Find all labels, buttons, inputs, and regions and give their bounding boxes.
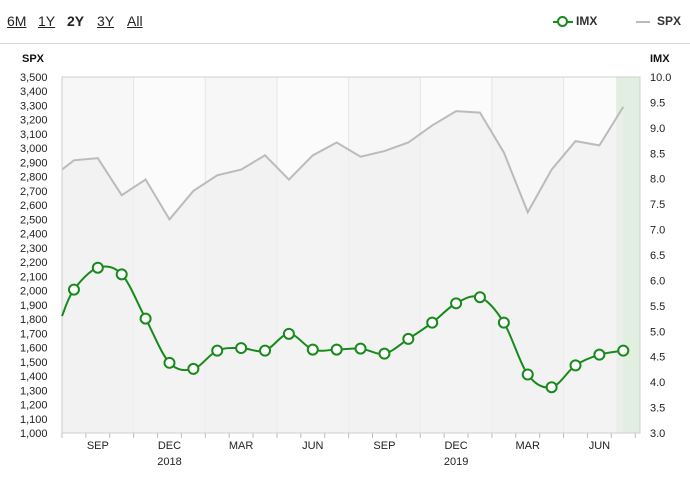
x-axis-tick-label: MAR <box>229 440 254 452</box>
left-axis-tick-label: 2,000 <box>20 286 48 298</box>
left-axis-tick-label: 1,100 <box>20 414 48 426</box>
right-axis-tick-label: 10.0 <box>650 72 671 84</box>
legend-spx-label[interactable]: SPX <box>657 14 682 28</box>
right-axis-tick-label: 5.5 <box>650 301 665 313</box>
left-axis-title: SPX <box>22 53 45 65</box>
plot-border <box>61 76 641 434</box>
right-axis-tick-label: 6.5 <box>650 250 665 262</box>
imx-data-point <box>402 332 415 345</box>
legend-spx-line-icon <box>636 21 650 23</box>
range-6m-button[interactable]: 6M <box>7 13 27 29</box>
range-2y-button[interactable]: 2Y <box>67 13 85 29</box>
chart-area: SPX IMX 1,000 1,100 1,200 1,300 1,400 1,500 1,… <box>20 53 671 468</box>
x-axis-tick-label: MAR <box>516 440 541 452</box>
range-all-button[interactable]: All <box>127 13 143 29</box>
imx-data-point <box>163 356 176 369</box>
left-axis-tick-label: 3,200 <box>20 115 48 127</box>
left-axis-tick-label: 3,000 <box>20 143 48 155</box>
x-axis-tick-label: JUN <box>302 440 323 452</box>
right-axis-tick-label: 6.0 <box>650 275 665 287</box>
right-axis-tick-label: 9.0 <box>650 123 665 135</box>
imx-data-point <box>354 342 367 355</box>
left-axis-tick-label: 2,100 <box>20 271 48 283</box>
x-axis-tick-label: DEC <box>444 440 467 452</box>
x-axis-tick-label: SEP <box>373 440 395 452</box>
left-axis-tick-label: 2,800 <box>20 172 48 184</box>
range-1y-button[interactable]: 1Y <box>38 13 56 29</box>
left-axis-tick-label: 1,900 <box>20 300 48 312</box>
imx-data-point <box>67 283 80 296</box>
imx-data-point <box>521 368 534 381</box>
left-axis-tick-label: 3,300 <box>20 100 48 112</box>
left-axis-tick-label: 1,800 <box>20 314 48 326</box>
right-axis-tick-label: 8.0 <box>650 174 665 186</box>
left-axis-tick-label: 3,100 <box>20 129 48 141</box>
left-axis-tick-label: 1,300 <box>20 385 48 397</box>
imx-data-point <box>282 327 295 340</box>
imx-data-point <box>259 344 272 357</box>
right-axis-tick-label: 4.5 <box>650 352 665 364</box>
range-3y-button[interactable]: 3Y <box>97 13 115 29</box>
left-axis-tick-label: 2,400 <box>20 229 48 241</box>
x-axis-tick-label: JUN <box>589 440 610 452</box>
left-axis-tick-label: 3,500 <box>20 72 48 84</box>
imx-data-point <box>139 312 152 325</box>
imx-data-point <box>91 261 104 274</box>
spx-series-line <box>61 106 625 222</box>
imx-data-point <box>617 344 630 357</box>
imx-data-point <box>569 359 582 372</box>
x-axis-tick-label: SEP <box>87 440 109 452</box>
imx-data-point <box>545 381 558 394</box>
right-axis-tick-label: 7.0 <box>650 225 665 237</box>
legend-imx-marker-icon <box>557 16 568 27</box>
spx-area <box>62 106 624 434</box>
left-axis-tick-label: 2,300 <box>20 243 48 255</box>
right-axis-tick-label: 8.5 <box>650 148 665 160</box>
imx-data-point <box>235 342 248 355</box>
imx-data-point <box>378 347 391 360</box>
imx-data-point <box>426 316 439 329</box>
imx-data-point <box>187 362 200 375</box>
right-axis-title: IMX <box>650 53 670 65</box>
right-axis-tick-label: 7.5 <box>650 199 665 211</box>
left-axis-tick-label: 2,200 <box>20 257 48 269</box>
left-axis-tick-label: 1,700 <box>20 328 48 340</box>
left-axis-tick-label: 2,500 <box>20 214 48 226</box>
imx-data-point <box>473 291 486 304</box>
left-axis-tick-label: 1,400 <box>20 371 48 383</box>
right-axis-tick-label: 3.0 <box>650 428 665 440</box>
right-axis-tick-label: 5.0 <box>650 326 665 338</box>
imx-data-point <box>593 348 606 361</box>
left-axis-tick-label: 2,700 <box>20 186 48 198</box>
x-axis-tick-label: DEC <box>158 440 181 452</box>
range-selector-bar: 6M 1Y 2Y 3Y All IMX SPX <box>0 0 690 44</box>
imx-data-point <box>330 343 343 356</box>
left-axis-tick-label: 1,000 <box>20 428 48 440</box>
imx-data-point <box>211 344 224 357</box>
imx-data-point <box>306 343 319 356</box>
right-axis-tick-label: 3.5 <box>650 403 665 415</box>
left-axis-tick-label: 1,600 <box>20 343 48 355</box>
x-axis-year-label: 2019 <box>444 456 468 468</box>
imx-data-point <box>450 297 463 310</box>
right-axis-tick-label: 9.5 <box>650 97 665 109</box>
imx-data-point <box>115 268 128 281</box>
imx-data-point <box>497 316 510 329</box>
x-axis-year-label: 2018 <box>157 456 181 468</box>
legend-imx-label[interactable]: IMX <box>576 14 598 28</box>
left-axis-tick-label: 2,600 <box>20 200 48 212</box>
left-axis-tick-label: 3,400 <box>20 86 48 98</box>
left-axis-tick-label: 1,500 <box>20 357 48 369</box>
right-axis-tick-label: 4.0 <box>650 377 665 389</box>
left-axis-tick-label: 1,200 <box>20 400 48 412</box>
left-axis-tick-label: 2,900 <box>20 157 48 169</box>
